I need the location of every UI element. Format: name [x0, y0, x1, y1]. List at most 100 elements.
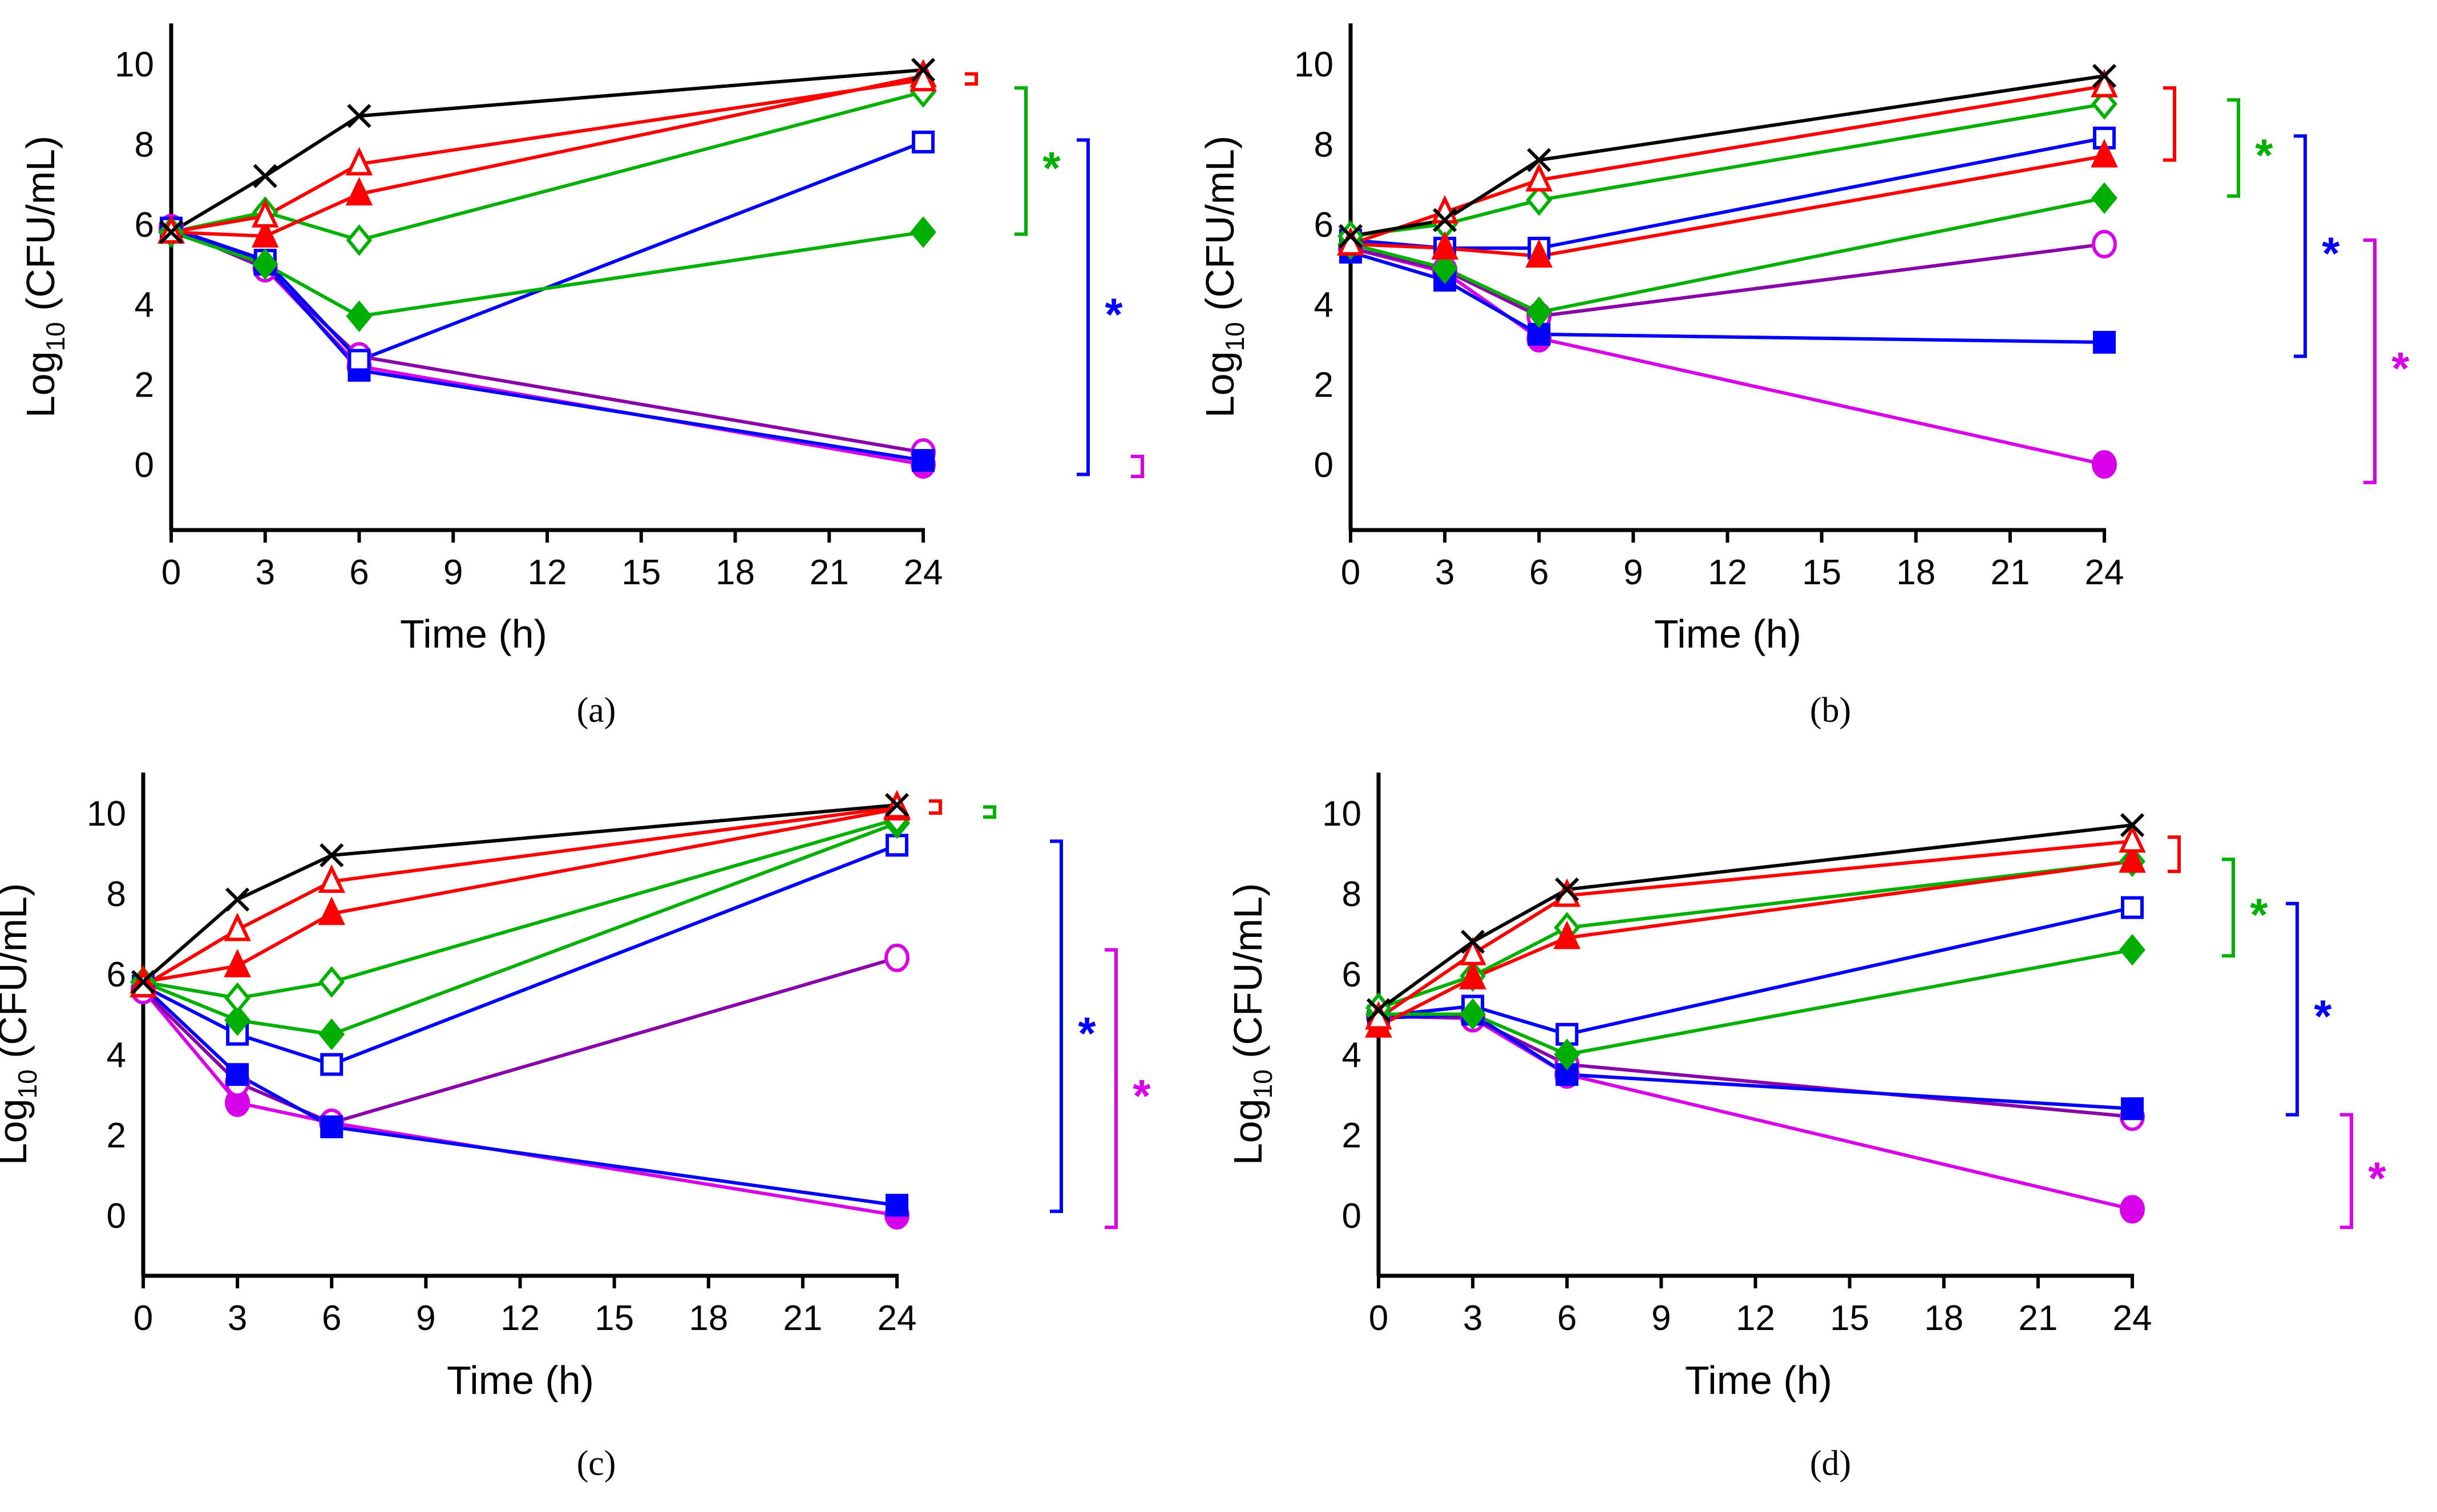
series-line-magenta_open — [170, 227, 924, 454]
series-line-green_open — [1378, 859, 2133, 1010]
series-line-magenta_filled — [1378, 1014, 2133, 1211]
x-tick-label: 21 — [2018, 1299, 2058, 1338]
series-line-blue_filled — [1378, 1012, 2133, 1111]
y-axis-title: Log10 (CFU/mL) — [1198, 136, 1250, 418]
y-tick-label: 2 — [135, 366, 154, 405]
data-point-control — [911, 58, 936, 82]
data-point-control — [1366, 998, 1391, 1022]
data-point-red_open — [224, 912, 251, 941]
significance-bracket-blue — [1050, 839, 1063, 1213]
x-tick-label: 6 — [1529, 553, 1549, 592]
panel-label: (a) — [577, 691, 616, 730]
series-line-blue_open — [171, 140, 924, 363]
data-point-control — [1338, 224, 1363, 248]
x-tick-label: 21 — [810, 553, 849, 592]
series-line-control — [142, 803, 898, 984]
x-tick-label: 12 — [1736, 1299, 1775, 1338]
data-point-red_open — [1459, 936, 1486, 965]
significance-bracket-red — [2163, 86, 2176, 162]
significance-bracket-magenta — [2340, 1113, 2353, 1230]
series-line-red_filled — [1350, 154, 2105, 258]
x-tick-label: 0 — [1341, 553, 1360, 592]
y-tick-label: 6 — [107, 955, 126, 994]
data-point-control — [225, 887, 250, 912]
series-line-magenta_filled — [142, 989, 898, 1217]
y-tick-label: 0 — [1314, 446, 1333, 485]
series-group — [1365, 813, 2146, 1224]
data-point-magenta_open — [884, 943, 910, 972]
significance-bracket-red — [929, 799, 942, 815]
significance-star-green: * — [1042, 143, 1061, 193]
x-tick-label: 18 — [689, 1299, 728, 1338]
x-tick-label: 18 — [1924, 1299, 1963, 1338]
data-point-green_filled — [318, 1018, 345, 1050]
data-point-blue_filled — [226, 1063, 249, 1086]
data-point-green_filled — [1554, 1038, 1581, 1070]
series-line-green_open — [171, 90, 924, 242]
data-point-red_filled — [1553, 920, 1581, 949]
data-point-magenta_filled — [2092, 450, 2117, 479]
y-axis-title: Log10 (CFU/mL) — [18, 136, 70, 418]
y-tick-label: 8 — [1314, 125, 1333, 164]
y-tick-label: 4 — [1314, 285, 1333, 325]
series-line-red_filled — [143, 807, 898, 984]
x-tick-label: 3 — [256, 553, 275, 592]
data-point-red_filled — [1431, 231, 1458, 260]
data-point-control — [253, 164, 277, 188]
significance-bracket-blue — [2286, 901, 2299, 1117]
significance-bracket-green — [983, 805, 996, 819]
series-line-green_filled — [1379, 948, 2133, 1057]
data-point-blue_open — [320, 1053, 343, 1076]
series-line-red_open — [171, 78, 924, 234]
significance-bracket-green — [2227, 98, 2240, 198]
data-point-control — [159, 220, 184, 244]
panel-label: (d) — [1810, 1444, 1851, 1483]
y-tick-label: 8 — [1342, 875, 1361, 914]
x-tick-label: 24 — [2085, 553, 2124, 592]
data-point-green_filled — [346, 300, 373, 332]
series-line-control — [1350, 74, 2105, 238]
series-group — [130, 790, 911, 1230]
x-tick-label: 24 — [2113, 1299, 2152, 1338]
x-tick-label: 15 — [1802, 553, 1841, 592]
significance-star-green: * — [2250, 890, 2268, 940]
x-tick-label: 9 — [1651, 1299, 1671, 1338]
x-tick-label: 12 — [1708, 553, 1747, 592]
data-point-blue_filled — [2121, 1097, 2144, 1121]
data-point-red_filled — [2119, 844, 2146, 873]
significance-bracket-magenta — [1131, 454, 1144, 479]
panel-label: (b) — [1810, 691, 1851, 730]
x-tick-label: 15 — [621, 553, 661, 592]
series-line-control — [170, 68, 924, 234]
y-tick-label: 4 — [107, 1036, 126, 1075]
data-point-magenta_open — [2092, 229, 2117, 258]
data-point-green_open — [224, 982, 251, 1014]
y-tick-label: 2 — [1314, 366, 1333, 405]
y-axis-title-sub: 10 — [1220, 322, 1250, 351]
significance-star-blue: * — [2314, 991, 2332, 1042]
data-point-blue_open — [2121, 896, 2144, 919]
x-tick-label: 6 — [349, 553, 369, 592]
data-point-control — [347, 104, 371, 128]
series-line-magenta_open — [142, 956, 898, 1125]
data-point-green_open — [1526, 184, 1553, 216]
y-tick-label: 10 — [87, 794, 126, 834]
y-axis-title-sub: 10 — [41, 322, 70, 351]
y-tick-label: 0 — [107, 1196, 126, 1236]
x-tick-label: 0 — [161, 553, 181, 592]
series-line-red_filled — [1377, 859, 2133, 1028]
series-line-blue_filled — [170, 227, 924, 462]
series-line-green_open — [1350, 102, 2105, 238]
data-point-green_open — [318, 966, 345, 998]
x-tick-label: 15 — [595, 1299, 634, 1338]
series-line-red_open — [1377, 839, 2133, 1020]
data-point-green_filled — [1460, 998, 1486, 1030]
y-tick-label: 8 — [107, 875, 126, 914]
data-point-blue_filled — [2093, 330, 2116, 354]
x-axis-title: Time (h) — [1654, 612, 1801, 656]
x-tick-label: 0 — [1369, 1299, 1388, 1338]
y-tick-label: 4 — [1342, 1036, 1361, 1075]
